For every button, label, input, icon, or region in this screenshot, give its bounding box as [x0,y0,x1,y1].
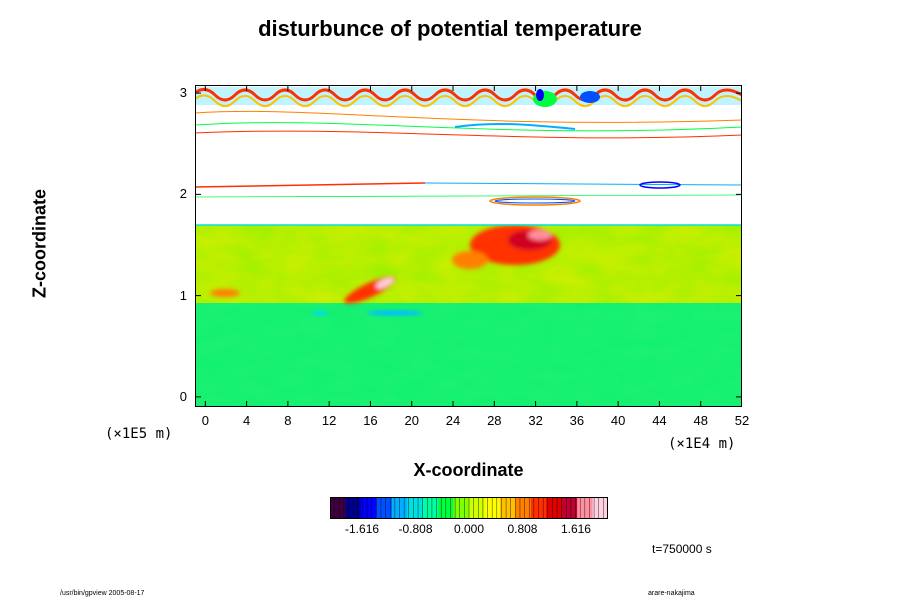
y-tick-label: 3 [179,85,187,101]
x-tick-label: 44 [652,413,667,428]
colorbar-tick-label: -0.808 [398,522,433,536]
x-tick-label: 40 [610,413,626,428]
footer-right: arare-nakajima [648,590,695,597]
colorbar-swatch [546,497,563,519]
colorbar-swatch [592,497,608,519]
colorbar-frame [330,497,608,519]
y-axis-unit: (×1E5 m) [105,426,173,442]
heatmap-plot [195,85,742,407]
colorbar-swatch [453,497,470,519]
region-lower-texture [195,303,742,407]
y-tick-label: 1 [179,287,187,303]
x-tick-label: 8 [284,413,292,428]
colorbar-swatch [360,497,377,519]
region-upper-layer [195,85,742,224]
colorbar-swatch [407,497,424,519]
colorbar-swatch [345,497,362,519]
x-tick-label: 16 [363,413,378,428]
colorbar-tick-label: 0.808 [507,522,538,536]
colorbar-swatch [469,497,485,519]
mid-level-bands [195,181,742,206]
colorbar-swatch [391,497,408,519]
colorbar-swatch [438,497,455,519]
colorbar-tick-label: 1.616 [560,522,591,536]
x-axis-label: X-coordinate [413,460,524,480]
colorbar-swatch [376,497,393,519]
colorbar-swatch [330,497,346,519]
plot-frame [195,85,742,407]
colorbar-swatch [561,497,578,519]
footer-left: /usr/bin/gpview 2005-08-17 [60,590,145,597]
colorbar-swatch [499,497,516,519]
chart-title: disturbunce of potential temperature [258,16,642,41]
colorbar-tick-label: -1.616 [345,522,380,536]
x-tick-label: 12 [321,413,337,428]
x-tick-label: 28 [487,413,502,428]
y-ticks [195,92,742,398]
x-ticks [204,85,742,407]
x-tick-label: 32 [528,413,543,428]
upper-boundary-waves [195,87,742,139]
x-axis-unit: (×1E4 m) [668,436,736,452]
x-tick-label: 20 [404,413,419,428]
x-tick-label: 4 [242,413,251,428]
colorbar-swatch [577,497,594,519]
x-tick-label: 0 [201,413,209,428]
y-tick-label: 2 [179,186,187,202]
x-tick-label: 36 [569,413,585,428]
x-tick-label: 48 [693,413,708,428]
colorbar-swatch [484,497,501,519]
x-tick-label: 24 [445,413,461,428]
x-tick-label: 52 [734,413,750,428]
colorbar-swatch [422,497,439,519]
colorbar-tick-label: 0.000 [453,522,485,536]
time-annotation: t=750000 s [652,542,712,556]
colorbar-swatch [530,497,547,519]
colorbar [330,497,608,519]
y-axis-label: Z-coordinate [29,189,50,299]
y-tick-label: 0 [179,388,187,404]
warm-plume-2 [210,276,396,304]
cool-patch [312,310,423,316]
warm-plume-1 [452,225,560,269]
colorbar-swatch [515,497,532,519]
